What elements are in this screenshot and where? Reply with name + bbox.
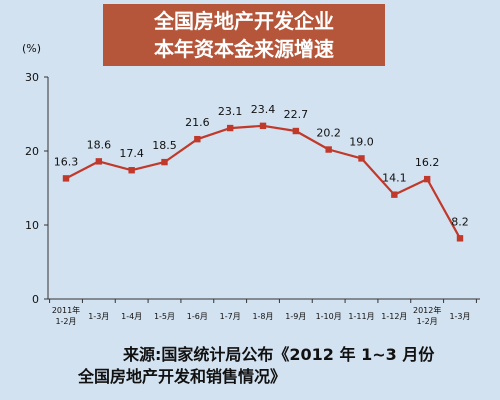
chart-title-line-2: 本年资本金来源增速 — [154, 37, 334, 61]
data-label: 16.2 — [415, 156, 440, 169]
x-tick-label: 1-6月 — [187, 312, 208, 321]
data-label: 17.4 — [119, 147, 144, 160]
data-point — [292, 127, 300, 135]
data-label: 23.1 — [218, 105, 243, 118]
data-point — [128, 167, 135, 174]
data-label: 8.2 — [451, 215, 469, 228]
data-point — [456, 235, 464, 242]
data-point — [194, 135, 201, 143]
data-point — [161, 158, 168, 166]
data-point — [423, 175, 431, 183]
data-point — [226, 124, 234, 132]
data-label: 20.2 — [316, 127, 341, 140]
x-tick-label: 1-9月 — [285, 312, 306, 321]
source-note-line-2: 全国房地产开发和销售情况》 — [78, 367, 287, 386]
data-label: 19.0 — [349, 135, 374, 148]
data-label: 18.6 — [87, 138, 112, 151]
data-label: 18.5 — [152, 139, 177, 152]
data-point — [325, 146, 332, 153]
chart-title-line-1: 全国房地产开发企业 — [154, 9, 334, 33]
x-tick-label: 1-2月 — [55, 317, 76, 326]
x-tick-label: 1-3月 — [88, 312, 109, 321]
x-tick-label: 1-11月 — [348, 312, 374, 321]
data-label: 22.7 — [284, 108, 309, 121]
y-tick-label: 30 — [25, 71, 39, 84]
data-label: 16.3 — [54, 155, 79, 168]
data-point — [259, 122, 267, 130]
y-tick-label: 0 — [32, 293, 39, 306]
data-label: 14.1 — [382, 172, 407, 185]
chart-title-box: 全国房地产开发企业 本年资本金来源增速 — [103, 4, 385, 66]
data-label: 21.6 — [185, 116, 210, 129]
x-tick-label: 1-5月 — [154, 312, 175, 321]
x-tick-label: 2011年 — [52, 305, 80, 315]
source-note: 来源:国家统计局公布《2012 年 1~3 月份 全国房地产开发和销售情况》 — [78, 344, 493, 388]
data-point — [62, 175, 70, 182]
data-point — [391, 191, 398, 198]
x-tick-label: 2012年 — [413, 305, 441, 315]
x-tick-label: 1-10月 — [316, 312, 342, 321]
x-tick-label: 1-4月 — [121, 312, 142, 321]
y-axis-unit-label: (%) — [22, 42, 42, 55]
y-tick-label: 20 — [25, 145, 39, 158]
x-tick-label: 1-8月 — [252, 312, 273, 321]
x-tick-label: 1-3月 — [449, 312, 470, 321]
x-tick-label: 1-12月 — [381, 312, 407, 321]
data-label: 23.4 — [251, 103, 276, 116]
y-tick-label: 10 — [25, 219, 39, 232]
data-point — [95, 158, 103, 165]
source-note-line-1: 来源:国家统计局公布《2012 年 1~3 月份 — [123, 345, 435, 364]
x-tick-label: 1-2月 — [417, 317, 438, 326]
data-point — [358, 155, 365, 162]
x-tick-label: 1-7月 — [220, 312, 241, 321]
